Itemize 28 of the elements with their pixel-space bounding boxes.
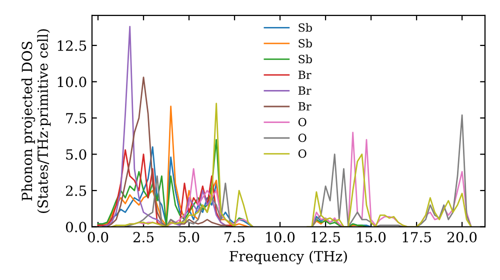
line-series bbox=[106, 76, 231, 227]
x-axis-title: Frequency (THz) bbox=[230, 250, 347, 264]
legend-label: O bbox=[298, 149, 306, 158]
x-tick-label: 7.5 bbox=[224, 232, 244, 242]
y-tick-label: 0.0 bbox=[66, 222, 86, 232]
legend-label: O bbox=[298, 134, 306, 142]
y-tick-label: 12.5 bbox=[58, 40, 86, 51]
legend-label: Br bbox=[298, 70, 312, 79]
y-tick-label: 10.0 bbox=[58, 76, 86, 88]
x-tick-label: 0.0 bbox=[88, 232, 108, 242]
y-tick-label: 5.0 bbox=[66, 149, 86, 160]
legend-label: Sb bbox=[298, 38, 312, 48]
line-series bbox=[97, 149, 236, 227]
x-tick-label: 12.5 bbox=[312, 232, 340, 242]
legend-label: O bbox=[298, 118, 306, 126]
x-tick-label: 20.0 bbox=[448, 232, 477, 242]
x-tick-label: 10.0 bbox=[266, 232, 295, 242]
legend-label: Br bbox=[298, 102, 312, 110]
y-tick-label: 7.5 bbox=[66, 113, 86, 124]
y-tick-label: 2.5 bbox=[66, 185, 86, 196]
x-tick-label: 17.5 bbox=[402, 232, 431, 242]
x-tick-label: 2.5 bbox=[133, 232, 154, 242]
legend-label: Sb bbox=[298, 54, 312, 64]
x-tick-label: 5.0 bbox=[179, 232, 200, 242]
x-tick-label: 15.0 bbox=[357, 232, 386, 242]
legend-label: Br bbox=[298, 86, 312, 95]
legend-label: Sb bbox=[298, 23, 312, 32]
y-axis-title: Phonon projected DOS (States/THz·primitive cell) bbox=[21, 29, 51, 213]
